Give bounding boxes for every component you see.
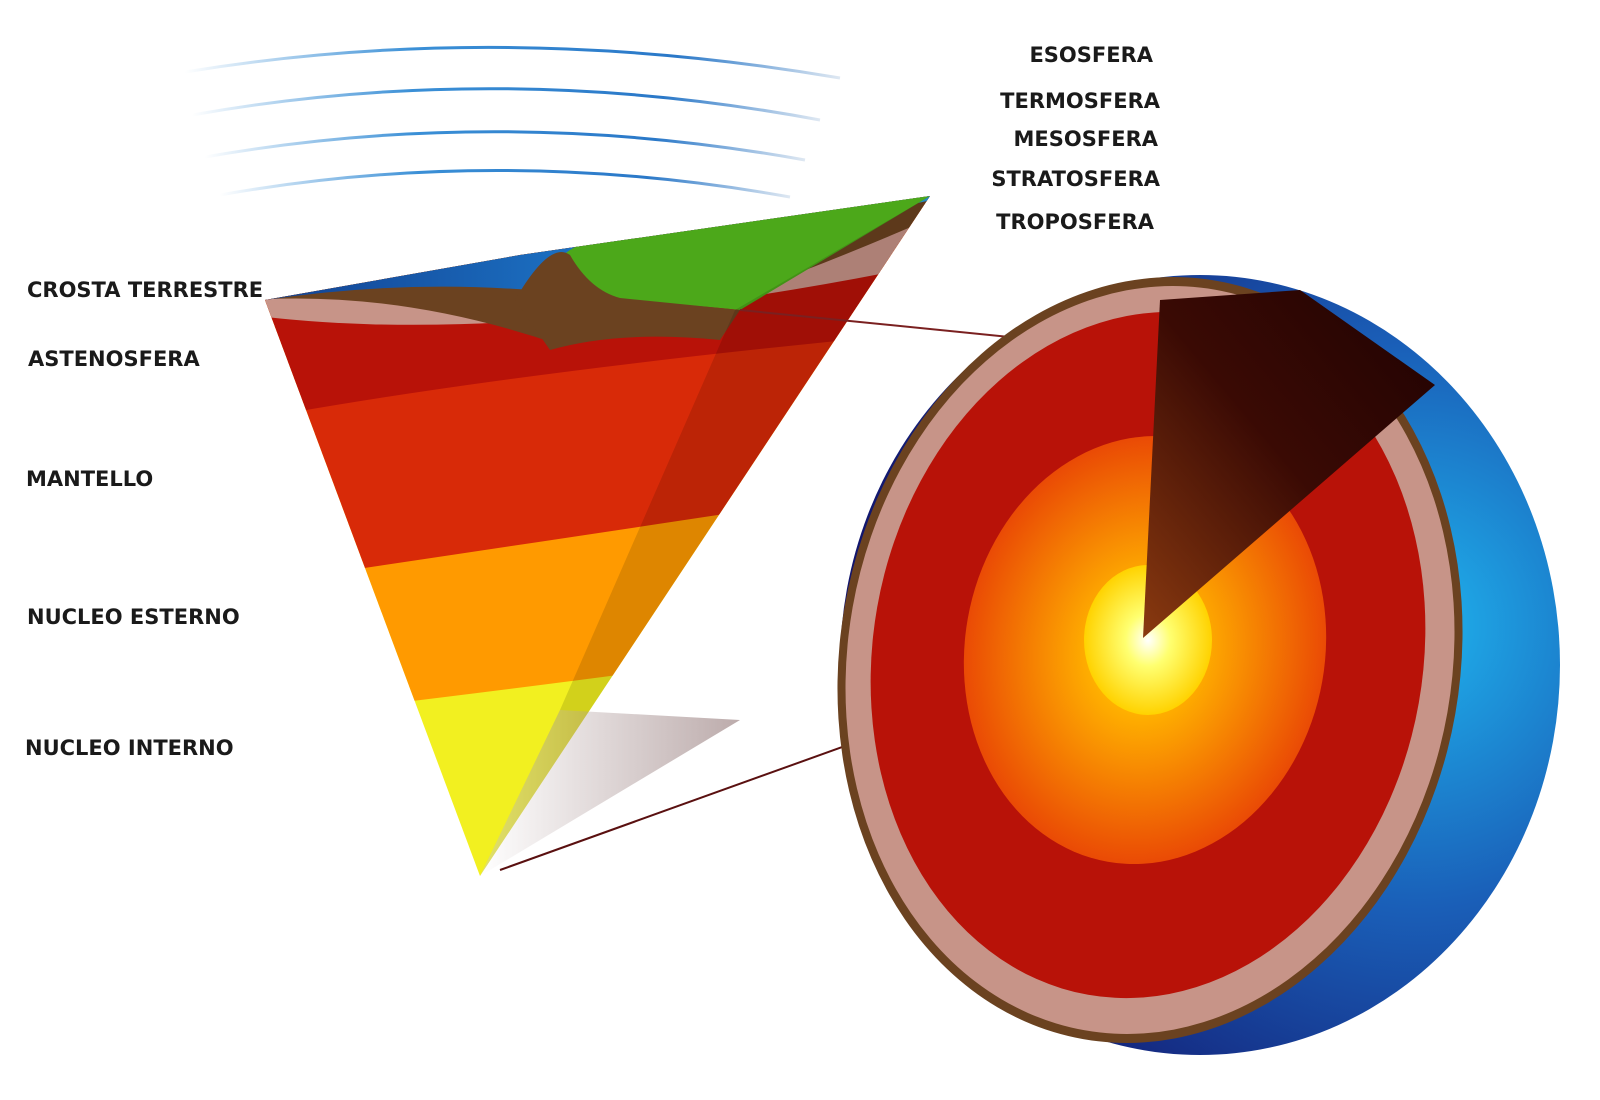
atmosphere-label: STRATOSFERA bbox=[991, 167, 1160, 191]
atmosphere-label: TROPOSFERA bbox=[996, 210, 1155, 234]
interior-label: ASTENOSFERA bbox=[28, 347, 200, 371]
label-lines bbox=[14, 76, 1172, 769]
atmosphere-label: MESOSFERA bbox=[1014, 127, 1159, 151]
interior-label: MANTELLO bbox=[26, 467, 153, 491]
earth-sphere bbox=[837, 275, 1560, 1055]
interior-label: CROSTA TERRESTRE bbox=[27, 278, 263, 302]
interior-label: NUCLEO INTERNO bbox=[25, 736, 234, 760]
wedge-shadow bbox=[480, 710, 740, 876]
atmosphere-label: ESOSFERA bbox=[1029, 43, 1153, 67]
atmosphere-label: TERMOSFERA bbox=[1000, 89, 1161, 113]
atmosphere-arcs bbox=[184, 45, 841, 199]
interior-label: NUCLEO ESTERNO bbox=[27, 605, 240, 629]
